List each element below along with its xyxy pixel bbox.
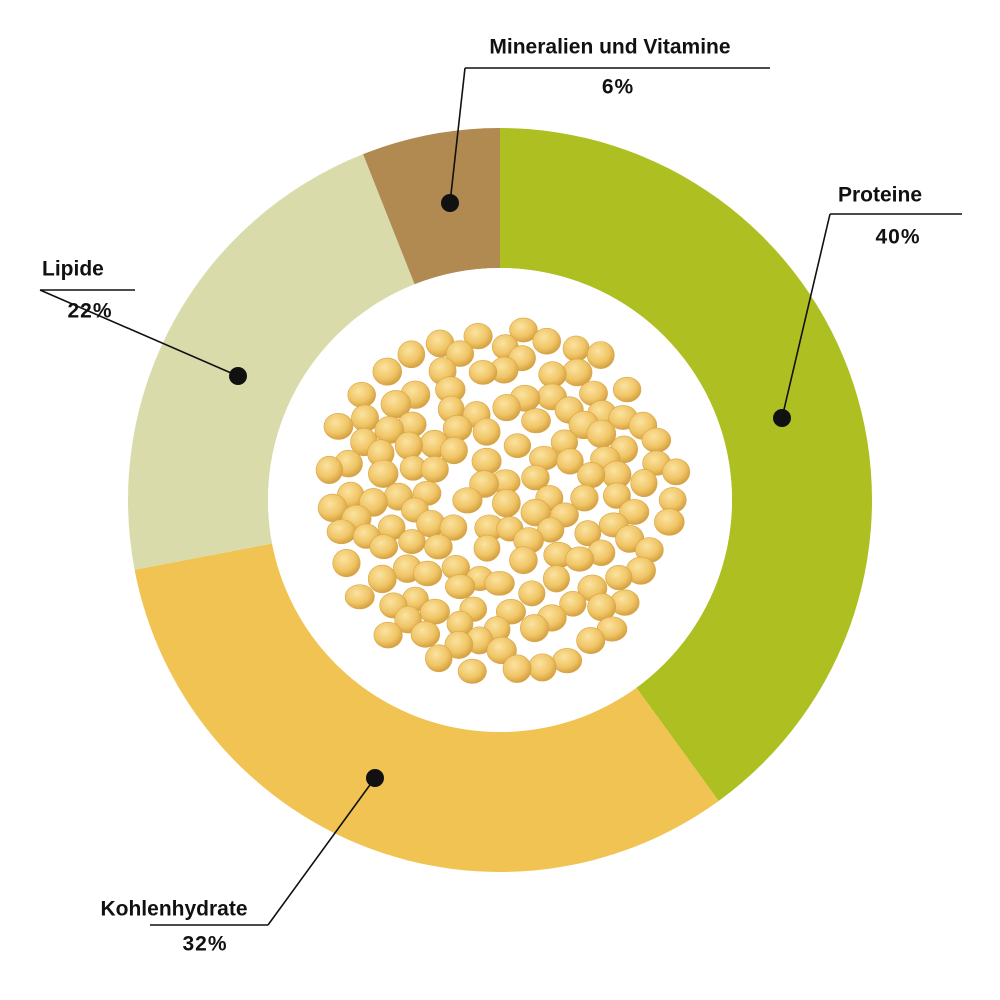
bean [419,598,450,625]
bean [654,508,685,536]
bean [425,644,453,673]
bean [445,574,476,600]
slice-label: Lipide [42,258,104,281]
donut-slice [127,154,415,570]
bean [347,381,376,408]
beans [315,317,691,684]
bean [586,341,615,369]
bean [397,340,426,369]
bean [509,546,538,575]
bean [521,464,550,491]
leader-line [150,777,376,926]
labels: Proteine 40% Kohlenhydrate 32% Lipide 22% Mine… [39,36,962,956]
bean [367,564,397,594]
slice-value-label: 40% [875,226,920,249]
bean [472,418,501,446]
bean [586,419,617,448]
bean [542,565,570,593]
bean [520,498,551,527]
bean [344,584,375,610]
slice-value-label: 22% [67,300,112,323]
bean [326,519,357,545]
bean [570,484,599,512]
bean [332,548,361,578]
bean [619,499,650,525]
bean [315,455,343,484]
bean [603,482,631,509]
slices [127,128,873,873]
bean [528,653,557,682]
bean [468,359,498,385]
bean [471,447,502,475]
bean [442,415,473,442]
bean [368,459,399,488]
leader-line [39,289,239,377]
bean [394,431,423,460]
bean [605,565,633,591]
bean [398,529,426,555]
bean [424,534,453,560]
bean [351,404,379,432]
bean [440,436,468,465]
leader-line [449,67,770,204]
leader-line [781,213,962,419]
bean [662,458,691,486]
bean [562,335,590,362]
bean [503,433,532,459]
bean [444,630,474,659]
slice-label: Kohlenhydrate [100,898,247,921]
bean [484,570,515,596]
donut-slice [363,128,500,285]
bean [556,448,584,475]
bean [518,580,546,607]
bean [452,487,483,514]
bean [457,658,487,684]
slice-label: Mineralien und Vitamine [489,36,730,59]
bean [323,413,354,440]
bean [532,327,562,355]
leader-dot [441,194,459,212]
bean [574,520,602,547]
bean [492,394,521,422]
leader-dot [366,769,384,787]
leader-dot [229,367,247,385]
bean [520,614,549,643]
slice-value-label: 32% [182,933,227,956]
bean [445,340,475,367]
bean [552,648,583,674]
bean [538,361,567,388]
bean [412,560,443,587]
bean [410,621,441,648]
donut-slice [500,128,873,801]
bean [373,621,403,649]
bean [420,456,449,483]
bean [502,654,532,683]
bean [492,489,521,518]
leader-dot [773,409,791,427]
bean [509,317,538,343]
bean [559,591,587,617]
bean [372,357,402,386]
bean [473,534,501,562]
bean [630,469,658,498]
bean [521,408,551,434]
bean [641,427,672,453]
bean [463,322,493,350]
bean [576,627,606,655]
slice-label: Proteine [838,184,922,207]
donut-slice [134,543,719,873]
bean [369,534,399,560]
slice-value-label: 6% [602,76,634,99]
bean [565,546,595,572]
bean [577,461,606,489]
bean [439,514,468,541]
bean [612,376,642,403]
